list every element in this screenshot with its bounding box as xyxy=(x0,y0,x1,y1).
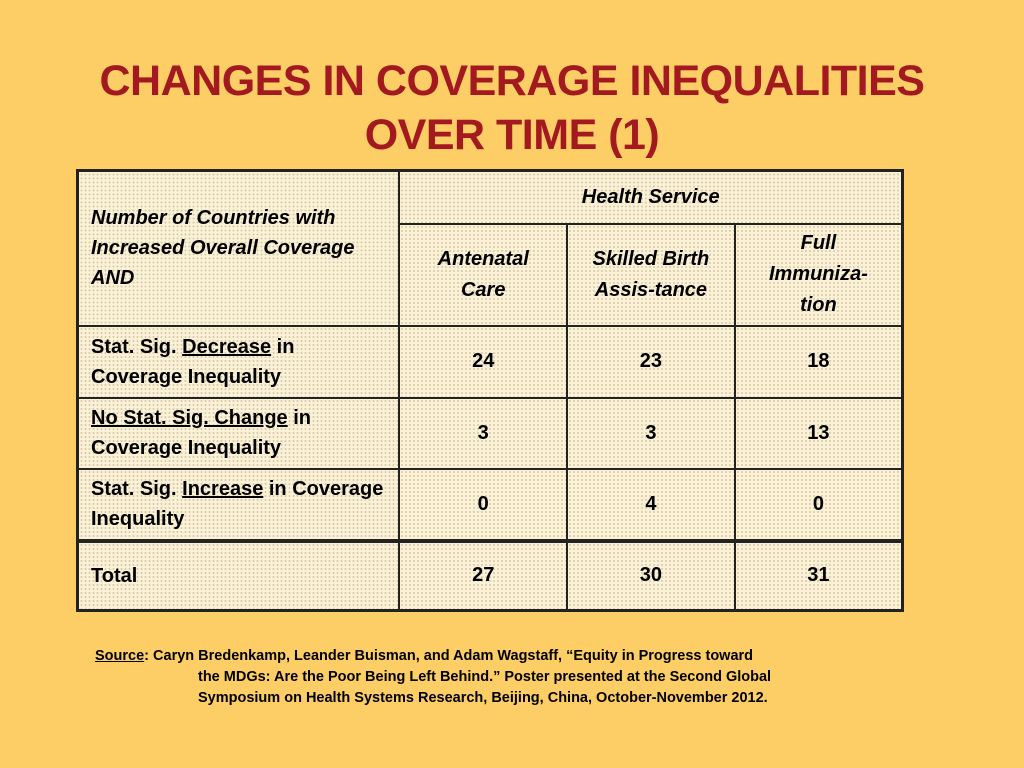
column-header-skilled-birth-assistance: Skilled Birth Assis-tance xyxy=(565,222,736,327)
column-header-text: Full Immuniza-tion xyxy=(768,232,868,316)
source-line-3: Symposium on Health Systems Research, Be… xyxy=(198,690,768,706)
cell-antenatal-decrease: 24 xyxy=(398,324,568,399)
row-label-prefix: Stat. Sig. xyxy=(91,478,177,500)
table-row: Stat. Sig. Increase in Coverage Inequali… xyxy=(76,467,904,542)
row-label-suffix: in Coverage Inequality xyxy=(91,335,295,388)
cell-antenatal-increase: 0 xyxy=(398,467,568,542)
slide-title-line-1: CHANGES IN COVERAGE INEQUALITIES xyxy=(99,57,925,105)
row-label-total: Total xyxy=(76,538,401,612)
corner-header-cell: Number of Countries with Increased Overa… xyxy=(76,169,401,327)
cell-skilled-birth-no-change: 3 xyxy=(565,396,736,470)
source-label: Source xyxy=(95,648,145,664)
row-label-emphasis: Increase xyxy=(182,478,264,500)
coverage-table: Number of Countries with Increased Overa… xyxy=(76,169,904,612)
column-header-text: Skilled Birth Assis-tance xyxy=(592,247,710,301)
source-line-2: the MDGs: Are the Poor Being Left Behind… xyxy=(198,669,772,685)
table-row: Stat. Sig. Decrease in Coverage Inequali… xyxy=(76,324,904,399)
row-label-decrease: Stat. Sig. Decrease in Coverage Inequali… xyxy=(76,324,401,399)
cell-immunization-increase: 0 xyxy=(733,467,904,542)
cell-skilled-birth-increase: 4 xyxy=(565,467,736,542)
cell-immunization-total: 31 xyxy=(733,538,904,612)
row-label-suffix: in Coverage Inequality xyxy=(91,407,312,459)
row-label-emphasis: No Stat. Sig. Change xyxy=(91,407,288,429)
column-header-antenatal-care: Antenatal Care xyxy=(398,222,568,327)
cell-skilled-birth-total: 30 xyxy=(565,538,736,612)
table-row-total: Total 27 30 31 xyxy=(76,538,904,612)
slide-title: CHANGES IN COVERAGE INEQUALITIES OVER TI… xyxy=(0,54,1024,162)
health-service-header-text: Health Service xyxy=(581,185,720,208)
source-line-1: Source: Caryn Bredenkamp, Leander Buisma… xyxy=(95,646,895,667)
row-label-increase: Stat. Sig. Increase in Coverage Inequali… xyxy=(76,467,401,542)
column-header-full-immunization: Full Immuniza-tion xyxy=(733,222,904,327)
cell-antenatal-no-change: 3 xyxy=(398,396,568,470)
row-label-prefix: Stat. Sig. xyxy=(91,335,177,358)
cell-immunization-decrease: 18 xyxy=(733,324,904,399)
cell-immunization-no-change: 13 xyxy=(733,396,904,470)
source-text-1: : Caryn Bredenkamp, Leander Buisman, and… xyxy=(144,648,754,664)
health-service-header: Health Service xyxy=(398,169,904,225)
corner-header-text: Number of Countries with Increased Overa… xyxy=(91,207,355,290)
cell-skilled-birth-decrease: 23 xyxy=(565,324,736,399)
row-label-emphasis: Decrease xyxy=(182,335,272,358)
row-label-no-change: No Stat. Sig. Change in Coverage Inequal… xyxy=(76,396,401,470)
slide-title-line-2: OVER TIME (1) xyxy=(364,111,660,159)
column-header-text: Antenatal Care xyxy=(437,247,529,301)
source-citation: Source: Caryn Bredenkamp, Leander Buisma… xyxy=(95,646,895,709)
cell-antenatal-total: 27 xyxy=(398,538,568,612)
table-row: No Stat. Sig. Change in Coverage Inequal… xyxy=(76,396,904,470)
row-label-suffix: in Coverage Inequality xyxy=(91,478,384,530)
